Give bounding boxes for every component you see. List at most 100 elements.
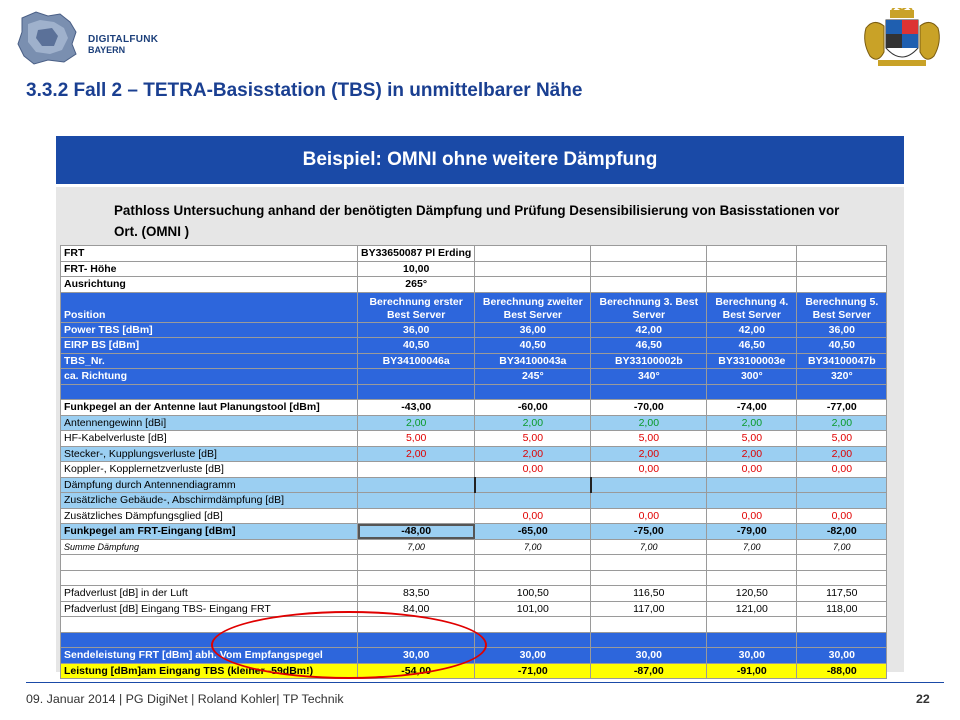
cell: 40,50: [474, 337, 592, 354]
column-header: Berechnung 5. Best Server: [796, 291, 888, 323]
cell: -65,00: [474, 523, 592, 540]
cell: 2,00: [474, 445, 592, 462]
row-label: HF-Kabelverluste [dB]: [60, 430, 358, 447]
table-row: FRT- Höhe 10,00: [60, 260, 888, 277]
row-label: Dämpfung durch Antennendiagramm: [60, 476, 358, 493]
table-row: EIRP BS [dBm] 40,50 40,50 46,50 46,50 40…: [60, 337, 888, 354]
row-label: ca. Richtung: [60, 368, 358, 385]
cell: 121,00: [706, 600, 798, 617]
table-header-row: Position Berechnung erster Best Server B…: [60, 291, 888, 323]
cell: 320°: [796, 368, 888, 385]
cell: 30,00: [796, 647, 888, 664]
cell: 46,50: [590, 337, 708, 354]
column-header: Berechnung 4. Best Server: [706, 291, 798, 323]
cell: [356, 368, 476, 385]
coat-of-arms-icon: [860, 4, 944, 70]
cell: 2,00: [590, 445, 708, 462]
cell: -82,00: [796, 523, 888, 540]
cell: 5,00: [706, 430, 798, 447]
cell: 2,00: [474, 414, 592, 431]
cell: 245°: [474, 368, 592, 385]
cell: -74,00: [706, 399, 798, 416]
column-header: Berechnung erster Best Server: [356, 291, 476, 323]
table-row: Power TBS [dBm] 36,00 36,00 42,00 42,00 …: [60, 321, 888, 338]
cell: 2,00: [706, 445, 798, 462]
cell: 117,00: [590, 600, 708, 617]
row-label: FRT: [60, 245, 358, 262]
row-label: FRT- Höhe: [60, 260, 358, 277]
ausrichtung-value: 265°: [356, 276, 476, 293]
pathloss-spreadsheet: FRT BY33650087 Pl Erding FRT- Höhe 10,00…: [60, 245, 888, 679]
example-banner: Beispiel: OMNI ohne weitere Dämpfung: [56, 136, 904, 184]
cell: BY34100046a: [356, 352, 476, 369]
cell: 0,00: [706, 461, 798, 478]
table-row: Pfadverlust [dB] in der Luft 83,50 100,5…: [60, 585, 888, 602]
table-spacer-row: [60, 383, 888, 400]
column-header: Berechnung 3. Best Server: [590, 291, 708, 323]
page-title: 3.3.2 Fall 2 – TETRA-Basisstation (TBS) …: [26, 80, 583, 101]
cell: 40,50: [356, 337, 476, 354]
cell: 100,50: [474, 585, 592, 602]
row-label: Ausrichtung: [60, 276, 358, 293]
row-label: Funkpegel an der Antenne laut Planungsto…: [60, 399, 358, 416]
table-row: Funkpegel am FRT-Eingang [dBm] -48,00 -6…: [60, 523, 888, 540]
cell: 0,00: [796, 461, 888, 478]
cell: -75,00: [590, 523, 708, 540]
row-label: Zusätzliches Dämpfungsglied [dB]: [60, 507, 358, 524]
table-row: Antennengewinn [dBi] 2,00 2,00 2,00 2,00…: [60, 414, 888, 431]
table-row: HF-Kabelverluste [dB] 5,00 5,00 5,00 5,0…: [60, 430, 888, 447]
cell: 2,00: [706, 414, 798, 431]
cell: 116,50: [590, 585, 708, 602]
cell: 0,00: [590, 507, 708, 524]
row-label: Antennengewinn [dBi]: [60, 414, 358, 431]
table-row: Ausrichtung 265°: [60, 276, 888, 293]
cell: -87,00: [590, 662, 708, 679]
cell: BY33100003e: [706, 352, 798, 369]
hoehe-value: 10,00: [356, 260, 476, 277]
table-row: FRT BY33650087 Pl Erding: [60, 245, 888, 262]
footer-text: 09. Januar 2014 | PG DigiNet | Roland Ko…: [26, 692, 344, 706]
cell: 5,00: [590, 430, 708, 447]
frt-value: BY33650087 Pl Erding: [356, 245, 476, 262]
bavaria-map-icon: [17, 11, 77, 65]
row-label: Stecker-, Kupplungsverluste [dB]: [60, 445, 358, 462]
table-row: TBS_Nr. BY34100046a BY34100043a BY331000…: [60, 352, 888, 369]
row-label: Koppler-, Kopplernetzverluste [dB]: [60, 461, 358, 478]
cell: 7,00: [356, 538, 476, 555]
row-label: TBS_Nr.: [60, 352, 358, 369]
cell: 2,00: [796, 414, 888, 431]
logo-line1: DIGITALFUNK: [88, 34, 159, 45]
row-label: Zusätzliche Gebäude-, Abschirmdämpfung […: [60, 492, 358, 509]
footer-divider: [26, 682, 944, 683]
cell: [356, 507, 476, 524]
table-row: ca. Richtung 245° 340° 300° 320°: [60, 368, 888, 385]
selected-cell[interactable]: -48,00: [356, 523, 476, 540]
cell: 30,00: [474, 647, 592, 664]
cell: -79,00: [706, 523, 798, 540]
cell: 36,00: [474, 321, 592, 338]
table-spacer-row: [60, 569, 888, 586]
cell: 40,50: [796, 337, 888, 354]
intro-text: Pathloss Untersuchung anhand der benötig…: [114, 203, 840, 239]
table-row: Dämpfung durch Antennendiagramm: [60, 476, 888, 493]
cell: 7,00: [706, 538, 798, 555]
cell: 7,00: [796, 538, 888, 555]
cell: 2,00: [590, 414, 708, 431]
cell: -91,00: [706, 662, 798, 679]
cell: 30,00: [706, 647, 798, 664]
cell: 83,50: [356, 585, 476, 602]
cell: 120,50: [706, 585, 798, 602]
cell: 0,00: [474, 507, 592, 524]
table-row: Stecker-, Kupplungsverluste [dB] 2,00 2,…: [60, 445, 888, 462]
table-row: Koppler-, Kopplernetzverluste [dB] 0,00 …: [60, 461, 888, 478]
row-label: Position: [60, 291, 358, 323]
table-row: Leistung [dBm]am Eingang TBS (kleiner -5…: [60, 662, 888, 679]
cell: 42,00: [706, 321, 798, 338]
row-label: EIRP BS [dBm]: [60, 337, 358, 354]
digitalfunk-logo: DIGITALFUNK BAYERN: [14, 10, 158, 66]
cell: -60,00: [474, 399, 592, 416]
table-row: Funkpegel an der Antenne laut Planungsto…: [60, 399, 888, 416]
cell: 7,00: [590, 538, 708, 555]
row-label: Funkpegel am FRT-Eingang [dBm]: [60, 523, 358, 540]
cell: -71,00: [474, 662, 592, 679]
